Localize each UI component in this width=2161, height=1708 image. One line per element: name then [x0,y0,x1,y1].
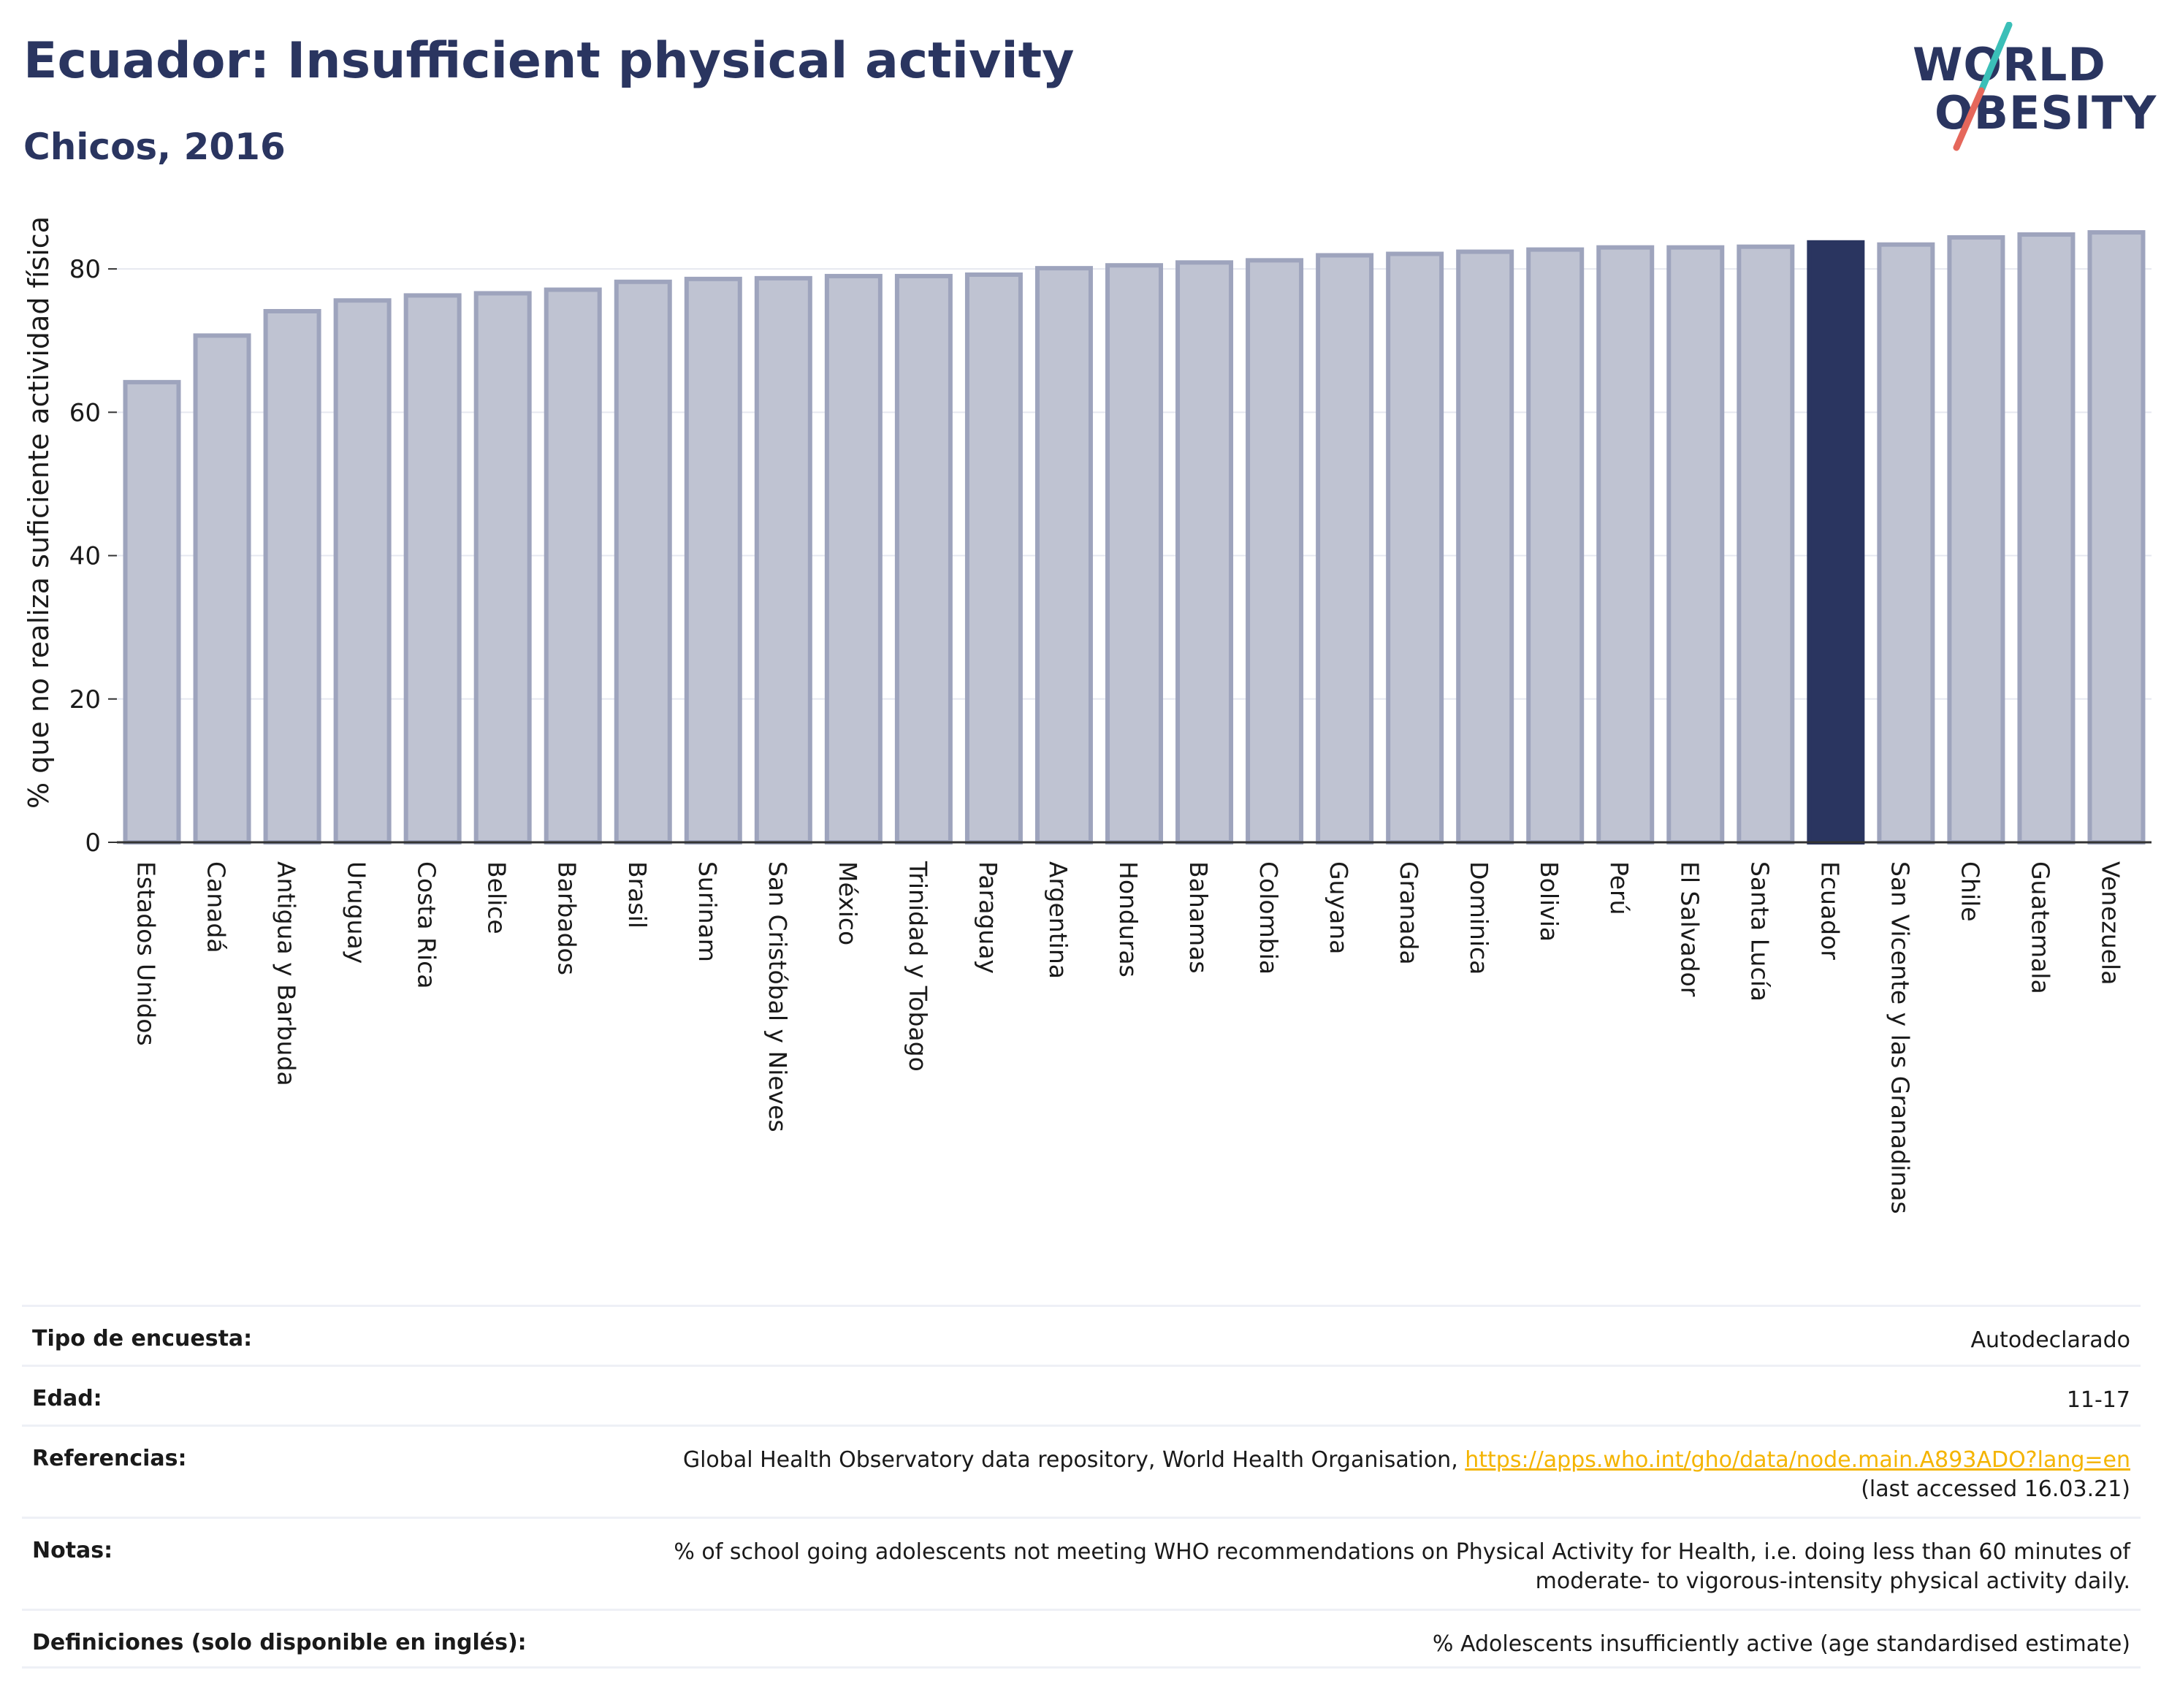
bar [964,272,1023,845]
bar [544,287,602,845]
x-tick-label: Trinidad y Tobago [904,861,932,1072]
x-tick-label: Guatemala [2026,861,2054,994]
bar [1175,260,1234,845]
bar [473,291,532,845]
x-tick-label: Barbados [553,861,582,975]
x-tick-label: Granada [1395,861,1423,965]
notes-line-2: moderate- to vigorous-intensity physical… [1535,1568,2130,1594]
survey-label: Tipo de encuesta: [32,1326,253,1351]
bar [754,275,812,845]
logo-slash-icon [1953,22,2013,151]
page-subtitle: Chicos, 2016 [23,126,286,168]
bar [263,308,321,845]
info-row-notes: Notas: % of school going adolescents not… [22,1517,2141,1609]
y-axis-ticks: 0 20 40 60 80 [69,255,117,858]
x-tick-label: Bahamas [1184,861,1213,974]
x-tick-label: Surinam [693,861,722,962]
x-tick-label: Brasil [623,861,652,929]
definitions-value: % Adolescents insufficiently active (age… [1432,1631,2130,1657]
definitions-label: Definiciones (solo disponible en inglés)… [32,1630,527,1655]
bar [614,279,672,845]
references-label: Referencias: [32,1446,187,1471]
world-obesity-logo: WORLD OBESITY [1899,22,2156,153]
bar [1386,251,1444,845]
bar [894,273,953,845]
x-tick-label: Canadá [202,861,231,953]
x-tick-label: Antigua y Barbuda [272,861,301,1086]
logo-word-world: WORLD [1913,38,2106,91]
bar [1526,247,1585,845]
age-label: Edad: [32,1386,102,1411]
bar [1877,242,1935,845]
x-tick-label: Estados Unidos [132,861,161,1046]
bar-chart: 0 20 40 60 80 Estados Unidos Canadá Antigua y … [23,216,2152,1214]
x-tick-label: Paraguay [974,861,1002,974]
bar [1596,245,1655,845]
x-tick-label: Uruguay [343,861,371,964]
bar [403,293,462,845]
bar [684,276,742,845]
bar [1246,258,1304,845]
references-value: Global Health Observatory data repositor… [683,1427,2130,1519]
info-row-survey: Tipo de encuesta: Autodeclarado [22,1305,2141,1365]
notes-value: % of school going adolescents not meetin… [674,1519,2130,1611]
bar-highlighted [1807,240,1865,845]
bar [2087,230,2146,845]
x-tick-label: Honduras [1114,861,1143,977]
x-tick-label: Colombia [1254,861,1283,975]
x-tick-label: Argentina [1044,861,1072,979]
bar [1737,244,1795,845]
x-tick-label: El Salvador [1675,861,1704,997]
bar [1105,263,1163,845]
x-tick-label: San Cristóbal y Nieves [763,861,792,1132]
x-tick-label: Bolivia [1535,861,1563,942]
bar [123,380,181,845]
bar [1034,266,1093,845]
page-title: Ecuador: Insufficient physical activity [23,32,1075,90]
y-tick-label: 40 [69,542,101,571]
bar [1316,253,1374,845]
bar [1456,249,1514,845]
x-tick-label: Guyana [1325,861,1353,954]
info-row-age: Edad: 11-17 [22,1365,2141,1425]
x-tick-label: Ecuador [1815,861,1844,960]
x-tick-label: Dominica [1465,861,1493,975]
x-tick-label: Costa Rica [413,861,441,989]
y-axis-label: % que no realiza suficiente actividad fí… [23,216,55,809]
notes-line-1: % of school going adolescents not meetin… [674,1539,2130,1565]
x-tick-label: Chile [1956,861,1984,922]
info-row-definitions: Definiciones (solo disponible en inglés)… [22,1609,2141,1669]
x-axis-labels: Estados Unidos Canadá Antigua y Barbuda Uru… [132,861,2125,1214]
x-tick-label: Belice [483,861,511,934]
x-tick-label: San Vicente y las Granadinas [1886,861,1914,1214]
bar [333,298,392,845]
bar [824,273,883,845]
x-tick-label: México [834,861,862,945]
info-row-references: Referencias: Global Health Observatory d… [22,1425,2141,1517]
x-tick-label: Santa Lucía [1745,861,1774,1002]
x-tick-label: Perú [1605,861,1634,915]
notes-label: Notas: [32,1538,113,1563]
bar [1947,235,2005,845]
references-link[interactable]: https://apps.who.int/gho/data/node.main.… [1465,1447,2130,1473]
references-accessed: (last accessed 16.03.21) [1861,1476,2130,1502]
bar [1666,245,1725,845]
bars [123,230,2146,845]
age-value: 11-17 [2066,1387,2130,1413]
references-text: Global Health Observatory data repositor… [682,1447,1466,1473]
bar [193,333,251,845]
x-tick-label: Venezuela [2096,861,2124,985]
y-tick-label: 60 [69,398,101,427]
y-tick-label: 0 [85,828,101,858]
info-table: Tipo de encuesta: Autodeclarado Edad: 11… [22,1305,2141,1669]
bar [2017,232,2076,845]
survey-value: Autodeclarado [1970,1327,2130,1353]
y-tick-label: 20 [69,685,101,714]
y-tick-label: 80 [69,255,101,284]
